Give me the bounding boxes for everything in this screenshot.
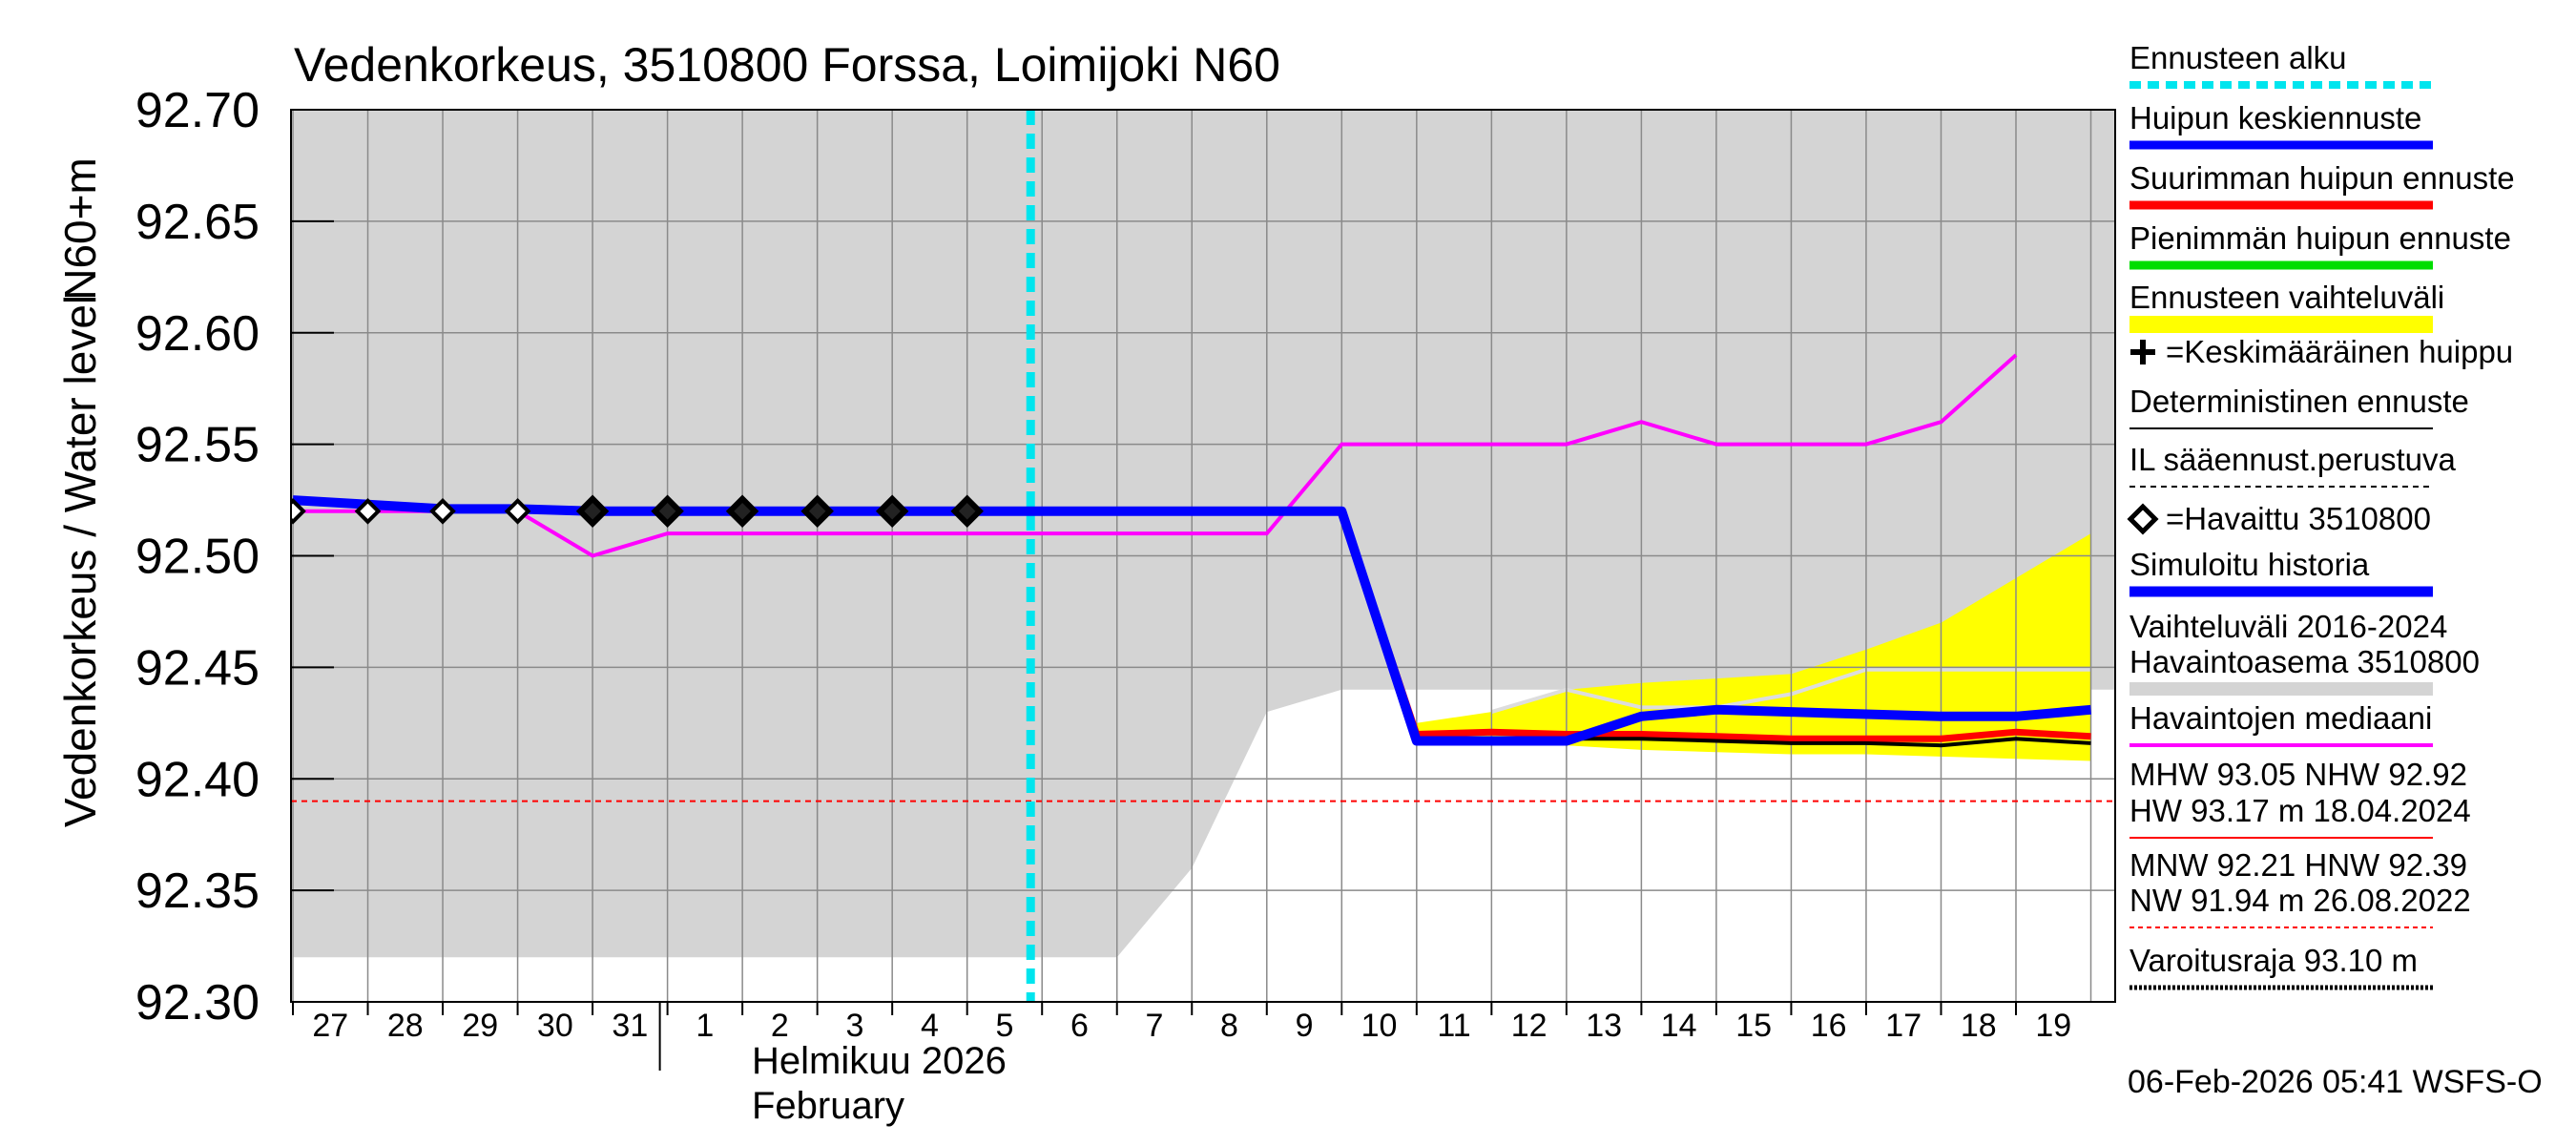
x-tick-label: 11: [1437, 1008, 1470, 1044]
median-line: [293, 353, 2018, 558]
y-tick-label: 92.55: [135, 418, 260, 473]
observation-marker: [725, 494, 759, 529]
x-tick-label: 6: [1070, 1008, 1089, 1044]
x-tick-label: 17: [1885, 1008, 1922, 1044]
x-tick-label: 14: [1661, 1008, 1697, 1044]
x-tick-label: 18: [1961, 1008, 1997, 1044]
x-tick-label: 5: [995, 1008, 1013, 1044]
x-tick-label: 13: [1586, 1008, 1622, 1044]
y-tick-label: 92.50: [135, 530, 260, 585]
legend-label: Havaintojen mediaani: [2129, 700, 2432, 736]
x-tick-label: 19: [2035, 1008, 2071, 1044]
observation-marker: [875, 494, 909, 529]
month-label-fi: Helmikuu 2026: [752, 1040, 1007, 1082]
y-axis-unit-group: N60+m: [55, 157, 105, 301]
month-label-en: February: [752, 1085, 904, 1127]
plot-area: [291, 110, 2115, 1002]
y-axis-label: Vedenkorkeus / Water level: [55, 295, 105, 827]
observation-markers: [291, 494, 984, 529]
x-tick-label: 16: [1811, 1008, 1847, 1044]
legend-label: Pienimmän huipun ennuste: [2129, 220, 2511, 256]
x-tick-label: 29: [462, 1008, 498, 1044]
legend-label: =Havaittu 3510800: [2166, 501, 2431, 536]
x-tick-label: 2: [771, 1008, 789, 1044]
legend-label: Simuloitu historia: [2129, 547, 2370, 582]
axes: 92.30 92.35 92.40 92.45 92.50 92.55 92.60 92.65…: [135, 83, 2071, 1071]
legend-label: Ennusteen vaihteluväli: [2129, 280, 2444, 315]
chart-title: Vedenkorkeus, 3510800 Forssa, Loimijoki …: [294, 38, 1280, 92]
x-tick-label: 10: [1361, 1008, 1398, 1044]
legend-label: Vaihteluväli 2016-2024: [2129, 609, 2447, 644]
x-tick-label: 30: [537, 1008, 573, 1044]
stats-label: HW 93.17 m 18.04.2024: [2129, 793, 2471, 828]
legend-swatch-diamond: [2127, 503, 2159, 535]
x-tick-label: 31: [612, 1008, 648, 1044]
legend: Ennusteen alku Huipun keskiennuste Suurimm…: [2127, 40, 2515, 990]
x-tick-label: 27: [312, 1008, 348, 1044]
y-axis-label-group: Vedenkorkeus / Water level: [55, 295, 105, 827]
legend-label: =Keskimääräinen huippu: [2166, 334, 2513, 369]
observation-marker: [291, 497, 306, 525]
y-tick-label: 92.45: [135, 640, 260, 696]
y-tick-label: 92.30: [135, 975, 260, 1030]
x-tick-label: 9: [1296, 1008, 1314, 1044]
observation-marker: [800, 494, 834, 529]
x-tick-label: 4: [921, 1008, 939, 1044]
x-tick-label: 3: [845, 1008, 863, 1044]
observation-marker: [429, 497, 456, 525]
x-tick-label: 15: [1735, 1008, 1772, 1044]
stats-label: NW 91.94 m 26.08.2022: [2129, 883, 2471, 918]
legend-label: IL sääennust.perustuva: [2129, 442, 2456, 477]
y-tick-label: 92.35: [135, 864, 260, 919]
legend-label: Ennusteen alku: [2129, 40, 2347, 75]
x-tick-label: 12: [1511, 1008, 1548, 1044]
y-tick-label: 92.40: [135, 752, 260, 807]
y-tick-label: 92.60: [135, 306, 260, 362]
legend-swatch-grayband: [2129, 682, 2433, 696]
y-tick-label: 92.65: [135, 195, 260, 250]
grid: [291, 110, 2115, 1002]
legend-swatch-range: [2129, 316, 2433, 333]
max-forecast-line: [1338, 510, 2091, 742]
timestamp: 06-Feb-2026 05:41 WSFS-O: [2128, 1064, 2543, 1100]
observation-marker: [575, 494, 610, 529]
x-tick-label: 8: [1220, 1008, 1238, 1044]
observation-marker: [950, 494, 984, 529]
legend-label: Havaintoasema 3510800: [2129, 644, 2480, 679]
legend-label: Deterministinen ennuste: [2129, 384, 2469, 419]
forecast-range-band: [1416, 533, 2091, 761]
x-tick-label: 7: [1146, 1008, 1164, 1044]
legend-label: Huipun keskiennuste: [2129, 100, 2421, 135]
x-tick-label: 1: [696, 1008, 714, 1044]
observation-marker: [504, 497, 531, 525]
observation-marker: [354, 497, 382, 525]
observation-marker: [651, 494, 684, 529]
y-axis-unit: N60+m: [55, 157, 105, 301]
stats-label: MNW 92.21 HNW 92.39: [2129, 847, 2467, 883]
stats-label: MHW 93.05 NHW 92.92: [2129, 757, 2467, 792]
stats-label: Varoitusraja 93.10 m: [2129, 943, 2418, 978]
legend-label: Suurimman huipun ennuste: [2129, 160, 2515, 196]
x-tick-label: 28: [387, 1008, 424, 1044]
y-tick-label: 92.70: [135, 83, 260, 138]
